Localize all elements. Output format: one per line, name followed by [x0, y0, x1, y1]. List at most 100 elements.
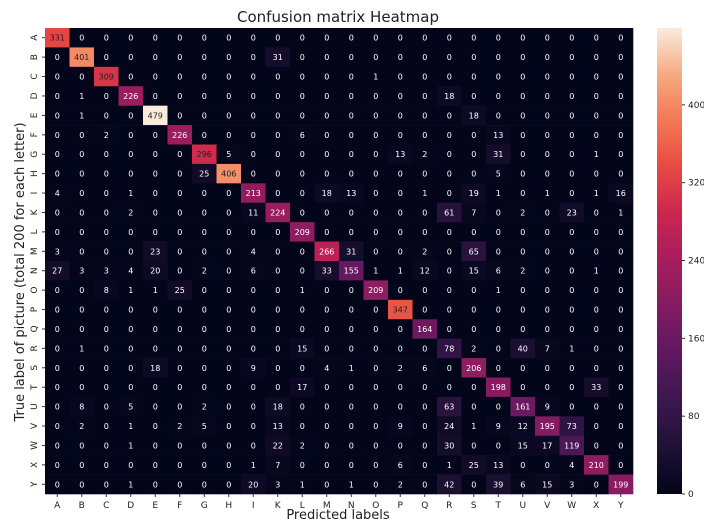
heatmap-cell	[45, 66, 70, 87]
cell-value-label: 33	[591, 383, 601, 392]
x-tick-label: Y	[617, 501, 624, 511]
cell-value-label: 0	[79, 208, 84, 217]
cell-value-label: 0	[594, 208, 599, 217]
cell-value-label: 0	[349, 441, 354, 450]
heatmap-cell	[584, 280, 609, 301]
cell-value-label: 0	[275, 170, 280, 179]
cell-value-label: 0	[104, 111, 109, 120]
cell-value-label: 479	[148, 111, 163, 120]
heatmap-cell	[461, 66, 487, 87]
cell-value-label: 4	[128, 267, 133, 276]
x-tick-label: W	[567, 501, 576, 511]
heatmap-cell	[94, 338, 119, 359]
x-axis-label: Predicted labels	[286, 508, 390, 523]
heatmap-cell	[45, 319, 70, 339]
cell-value-label: 226	[123, 92, 138, 101]
colorbar-tick-label: 320	[688, 179, 704, 189]
heatmap-cell	[216, 455, 242, 475]
cell-value-label: 0	[300, 208, 305, 217]
heatmap-cell	[192, 338, 217, 359]
heatmap-cell	[290, 435, 315, 456]
y-tick-label: G	[30, 151, 40, 158]
cell-value-label: 0	[496, 364, 501, 373]
heatmap-cell	[143, 338, 168, 359]
cell-value-label: 0	[618, 53, 623, 62]
cell-value-label: 0	[177, 53, 182, 62]
cell-value-label: 0	[373, 306, 378, 315]
heatmap-cell	[510, 455, 536, 475]
cell-value-label: 7	[471, 208, 476, 217]
cell-value-label: 0	[398, 344, 403, 353]
cell-value-label: 0	[251, 111, 256, 120]
cell-value-label: 0	[569, 228, 574, 237]
cell-value-label: 0	[55, 364, 60, 373]
heatmap-cell	[388, 222, 413, 242]
heatmap-cell	[486, 66, 511, 87]
heatmap-cell	[118, 358, 144, 378]
heatmap-cell	[192, 455, 217, 475]
cell-value-label: 0	[202, 92, 207, 101]
cell-value-label: 0	[251, 286, 256, 295]
heatmap-cell	[486, 202, 511, 223]
cell-value-label: 30	[444, 441, 454, 450]
cell-value-label: 0	[545, 306, 550, 315]
cell-value-label: 13	[493, 131, 503, 140]
cell-value-label: 0	[226, 364, 231, 373]
heatmap-cell	[265, 299, 291, 320]
cell-value-label: 0	[79, 441, 84, 450]
heatmap-cell	[290, 358, 315, 378]
heatmap-cell	[69, 435, 95, 456]
cell-value-label: 3	[104, 267, 109, 276]
cell-value-label: 78	[444, 344, 454, 353]
heatmap-cell	[143, 47, 168, 68]
heatmap-cell	[216, 261, 242, 281]
cell-value-label: 0	[202, 383, 207, 392]
heatmap-cell	[265, 183, 291, 204]
cell-value-label: 0	[55, 53, 60, 62]
heatmap-cell	[412, 105, 438, 126]
heatmap-cell	[510, 144, 536, 165]
heatmap-cell	[69, 105, 95, 126]
cell-value-label: 119	[564, 441, 579, 450]
heatmap-cell	[437, 377, 462, 398]
heatmap-cell	[216, 86, 242, 106]
heatmap-cell	[608, 280, 634, 301]
heatmap-cell	[559, 241, 585, 262]
cell-value-label: 0	[251, 131, 256, 140]
cell-value-label: 0	[324, 422, 329, 431]
heatmap-cell	[143, 86, 168, 106]
cell-value-label: 2	[422, 247, 427, 256]
cell-value-label: 0	[177, 364, 182, 373]
cell-value-label: 0	[447, 228, 452, 237]
cell-value-label: 0	[349, 422, 354, 431]
heatmap-cell	[45, 183, 70, 204]
cell-value-label: 0	[300, 150, 305, 159]
cell-value-label: 0	[128, 228, 133, 237]
heatmap-cell	[535, 163, 560, 184]
heatmap-cell	[363, 144, 389, 165]
y-tick-label: H	[30, 170, 40, 177]
colorbar-tick-label: 400	[688, 101, 704, 111]
colorbar-tick-label: 80	[688, 412, 700, 422]
x-tick-label: L	[300, 501, 305, 511]
cell-value-label: 0	[398, 111, 403, 120]
heatmap-cell	[314, 455, 340, 475]
cell-value-label: 0	[55, 208, 60, 217]
cell-value-label: 2	[202, 267, 207, 276]
cell-value-label: 0	[594, 480, 599, 489]
heatmap-cell	[241, 47, 266, 68]
heatmap-cell	[167, 435, 193, 456]
cell-value-label: 6	[398, 461, 403, 470]
cell-value-label: 0	[226, 461, 231, 470]
heatmap-cell	[559, 47, 585, 68]
heatmap-cell	[388, 86, 413, 106]
cell-value-label: 0	[202, 111, 207, 120]
cell-value-label: 0	[104, 441, 109, 450]
heatmap-cell	[143, 163, 168, 184]
heatmap-cell	[461, 47, 487, 68]
cell-value-label: 266	[319, 247, 334, 256]
heatmap-cell	[265, 86, 291, 106]
heatmap-cell	[388, 435, 413, 456]
cell-value-label: 0	[226, 383, 231, 392]
cell-value-label: 0	[349, 344, 354, 353]
